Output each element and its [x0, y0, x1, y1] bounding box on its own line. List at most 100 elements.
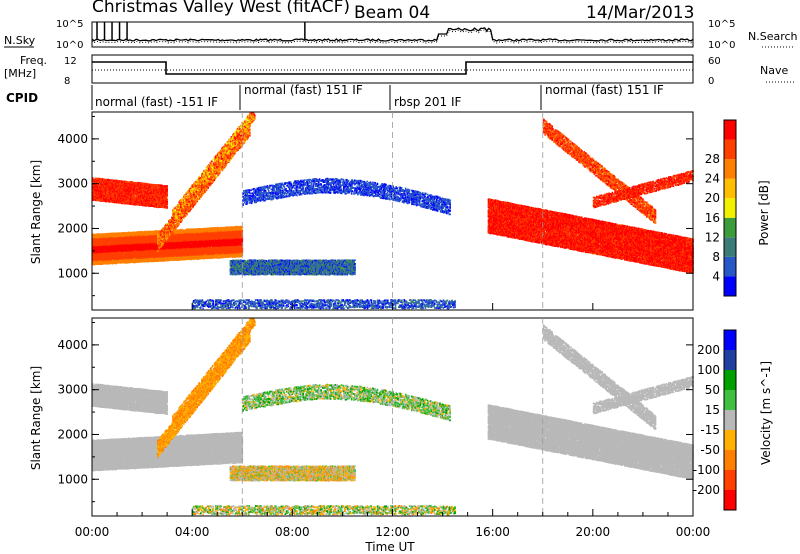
power-cell	[100, 251, 103, 254]
power-cell	[103, 256, 106, 259]
power-cell	[106, 257, 108, 260]
power-cell	[106, 240, 108, 242]
nave-tick-low: 0	[708, 76, 714, 87]
power-cell	[110, 248, 112, 251]
power-cell	[100, 250, 103, 253]
nsearch-label: N.Search	[748, 30, 798, 43]
power-cell	[95, 240, 97, 243]
power-cell	[113, 252, 115, 255]
power-cell	[95, 246, 97, 249]
power-cell	[95, 256, 97, 259]
power-cell	[106, 242, 108, 244]
power-heatmap	[92, 112, 694, 310]
power-cell	[100, 246, 103, 249]
power-cell	[106, 260, 108, 263]
power-cell	[95, 235, 97, 237]
power-cell	[124, 256, 126, 259]
power-cell	[118, 253, 121, 256]
power-cell	[125, 237, 128, 239]
power-cell	[99, 244, 101, 246]
power-cell	[125, 254, 128, 257]
power-cell	[113, 258, 115, 261]
power-cell	[118, 238, 121, 241]
power-cell	[118, 241, 121, 244]
freq-tick-low: 8	[64, 76, 70, 87]
power-cell	[113, 248, 115, 251]
nsky-panel	[91, 21, 694, 48]
power-cell	[106, 234, 108, 237]
power-cell	[108, 240, 110, 243]
power-cell	[99, 233, 102, 236]
power-cell	[113, 250, 115, 253]
power-cell	[118, 234, 121, 236]
freq-series	[92, 61, 693, 75]
power-cell	[113, 246, 115, 248]
power-cell	[121, 252, 124, 255]
power-cell	[128, 233, 130, 236]
power-cell	[106, 253, 108, 255]
power-cell	[100, 235, 103, 238]
power-cell	[113, 238, 115, 241]
power-cell	[118, 240, 121, 243]
power-cell	[118, 252, 121, 255]
power-cell	[146, 240, 148, 243]
power-cell	[100, 254, 103, 256]
freq-tick-high: 12	[64, 56, 77, 67]
nsearch-tick-low: 10^0	[708, 40, 735, 51]
power-cell	[128, 231, 131, 234]
power-cell	[95, 248, 97, 251]
power-cell	[118, 257, 121, 260]
nave-tick-high: 60	[708, 56, 721, 67]
power-cell	[100, 255, 103, 257]
power-cell	[95, 263, 97, 265]
power-cell	[118, 245, 121, 248]
power-cell	[103, 236, 106, 239]
power-cell	[113, 243, 115, 246]
power-cell	[118, 261, 121, 264]
power-cell	[132, 231, 135, 234]
power-cell	[95, 233, 97, 236]
power-cell	[102, 249, 104, 252]
power-cell	[125, 240, 128, 243]
power-cell	[106, 262, 108, 265]
power-cell	[100, 263, 103, 265]
power-cell	[110, 245, 113, 248]
power-cell	[113, 260, 115, 263]
power-cell	[97, 252, 100, 255]
power-cell	[125, 232, 128, 235]
power-cell	[118, 244, 121, 247]
power-cell	[100, 238, 103, 241]
power-cell	[118, 232, 121, 235]
power-cell	[106, 251, 108, 253]
power-cell	[113, 244, 115, 247]
power-cell	[125, 244, 128, 246]
cpid-segment: rbsp 201 IF	[394, 95, 461, 109]
nsky-tick-high: 10^5	[56, 19, 83, 30]
power-cell	[125, 238, 128, 241]
power-cell	[95, 249, 97, 252]
power-cell	[95, 258, 97, 261]
power-cell	[124, 241, 127, 244]
power-cell	[95, 255, 97, 258]
power-cell	[95, 244, 97, 247]
date-label: 14/Mar/2013	[586, 3, 694, 23]
power-cell	[113, 241, 115, 244]
power-cell	[113, 235, 115, 238]
power-cell	[101, 260, 103, 263]
power-cell	[95, 253, 97, 255]
power-cell	[125, 249, 128, 251]
nsky-tick-low: 10^0	[56, 40, 83, 51]
power-cell	[121, 242, 123, 245]
power-cell	[121, 254, 124, 257]
power-cell	[105, 259, 107, 261]
power-cell	[124, 244, 126, 246]
power-cell	[124, 233, 126, 236]
power-cell	[124, 251, 126, 253]
power-cell	[143, 230, 146, 233]
power-cell	[113, 261, 115, 264]
power-cell	[95, 261, 97, 264]
freq-panel	[91, 54, 694, 84]
power-cell	[106, 249, 108, 252]
power-cell	[125, 261, 128, 264]
